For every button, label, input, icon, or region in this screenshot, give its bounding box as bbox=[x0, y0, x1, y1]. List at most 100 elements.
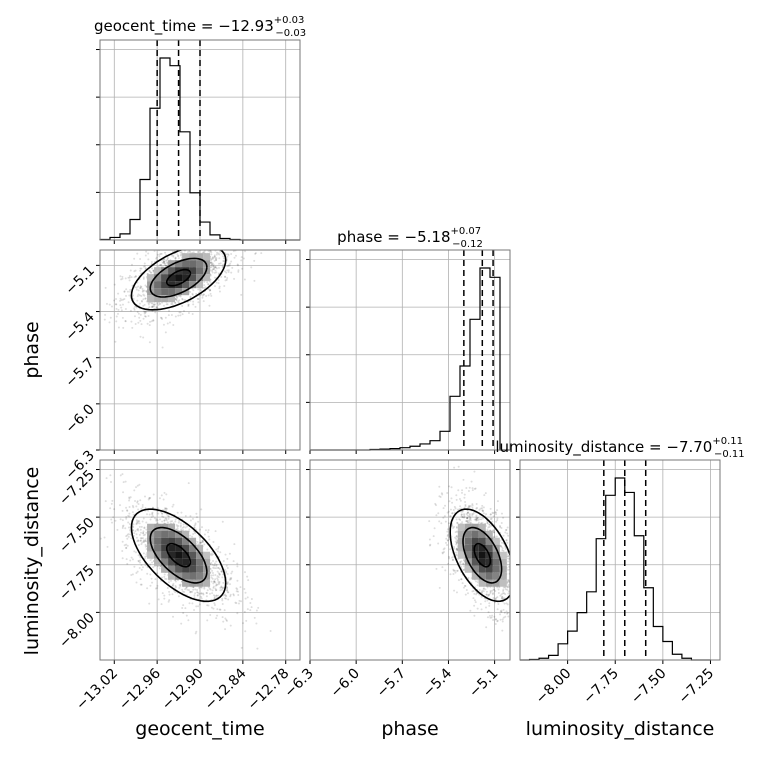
scatter-point bbox=[499, 613, 502, 616]
scatter-point bbox=[492, 531, 495, 534]
scatter-point bbox=[495, 535, 498, 538]
scatter-point bbox=[182, 523, 185, 526]
scatter-point bbox=[182, 247, 184, 249]
scatter-point bbox=[233, 256, 236, 259]
scatter-point bbox=[527, 621, 529, 623]
density-cell bbox=[478, 537, 486, 545]
scatter-point bbox=[150, 306, 153, 309]
scatter-point bbox=[206, 281, 209, 284]
scatter-point bbox=[450, 497, 453, 500]
scatter-point bbox=[226, 587, 229, 590]
scatter-point bbox=[191, 517, 194, 520]
scatter-point bbox=[236, 579, 239, 582]
scatter-point bbox=[187, 303, 190, 306]
density-cell bbox=[478, 530, 486, 538]
scatter-point bbox=[246, 596, 249, 599]
scatter-point bbox=[462, 586, 465, 589]
scatter-point bbox=[177, 314, 180, 317]
scatter-point bbox=[221, 247, 223, 249]
density-cell bbox=[168, 565, 176, 573]
scatter-point bbox=[131, 294, 134, 297]
scatter-point bbox=[161, 576, 164, 579]
scatter-point bbox=[496, 517, 499, 520]
scatter-point bbox=[507, 534, 510, 537]
scatter-point bbox=[211, 257, 214, 260]
scatter-point bbox=[219, 586, 222, 589]
scatter-point bbox=[512, 561, 514, 563]
scatter-point bbox=[203, 230, 205, 232]
scatter-point bbox=[145, 290, 148, 293]
scatter-point bbox=[494, 511, 497, 514]
scatter-point bbox=[216, 566, 219, 569]
scatter-point bbox=[213, 597, 216, 600]
scatter-point bbox=[116, 528, 119, 531]
scatter-point bbox=[221, 576, 224, 579]
scatter-point bbox=[511, 543, 513, 545]
scatter-point bbox=[214, 581, 217, 584]
scatter-point bbox=[459, 562, 462, 565]
scatter-point bbox=[466, 592, 469, 595]
scatter-point bbox=[165, 259, 168, 262]
scatter-point bbox=[507, 615, 510, 618]
scatter-point bbox=[176, 525, 179, 528]
scatter-point bbox=[127, 526, 130, 529]
scatter-point bbox=[255, 609, 258, 612]
scatter-point bbox=[235, 587, 238, 590]
scatter-point bbox=[512, 563, 514, 565]
scatter-point bbox=[180, 511, 183, 514]
scatter-point bbox=[533, 609, 535, 611]
density-cell bbox=[168, 260, 176, 268]
scatter-point bbox=[174, 584, 177, 587]
scatter-point bbox=[505, 602, 508, 605]
scatter-point bbox=[217, 594, 220, 597]
scatter-point bbox=[211, 271, 214, 274]
scatter-point bbox=[221, 602, 224, 605]
scatter-point bbox=[241, 267, 244, 270]
scatter-point bbox=[137, 528, 140, 531]
scatter-point bbox=[257, 606, 260, 609]
scatter-point bbox=[490, 524, 493, 527]
scatter-point bbox=[222, 263, 225, 266]
scatter-point bbox=[175, 528, 178, 531]
scatter-point bbox=[121, 277, 124, 280]
scatter-point bbox=[161, 515, 164, 518]
scatter-point bbox=[147, 258, 150, 261]
scatter-point bbox=[507, 584, 510, 587]
scatter-point bbox=[499, 610, 502, 613]
scatter-point bbox=[459, 560, 462, 563]
scatter-point bbox=[206, 548, 209, 551]
density-cell bbox=[189, 537, 197, 545]
y-tick-label: −7.75 bbox=[56, 562, 98, 604]
scatter-point bbox=[253, 279, 256, 282]
density-cell bbox=[154, 544, 162, 552]
scatter-point bbox=[234, 223, 236, 225]
density-cell bbox=[478, 558, 486, 566]
scatter-point bbox=[458, 498, 461, 501]
scatter-point bbox=[159, 302, 162, 305]
scatter-point bbox=[127, 535, 130, 538]
density-cell bbox=[175, 530, 183, 538]
scatter-point bbox=[218, 243, 220, 245]
density-cell bbox=[168, 523, 176, 531]
scatter-point bbox=[211, 592, 214, 595]
scatter-point bbox=[137, 543, 140, 546]
scatter-point bbox=[139, 285, 142, 288]
scatter-point bbox=[193, 609, 196, 612]
scatter-point bbox=[525, 613, 527, 615]
scatter-point bbox=[215, 271, 218, 274]
scatter-point bbox=[117, 312, 120, 315]
axes-frame bbox=[99, 459, 301, 661]
scatter-point bbox=[142, 532, 145, 535]
scatter-point bbox=[119, 275, 122, 278]
x-tick-label: −7.75 bbox=[580, 666, 622, 708]
scatter-point bbox=[224, 617, 227, 620]
scatter-point bbox=[144, 315, 147, 318]
density-cell bbox=[189, 260, 197, 268]
scatter-point bbox=[225, 597, 228, 600]
scatter-point bbox=[128, 499, 131, 502]
scatter-point bbox=[451, 512, 454, 515]
scatter-point bbox=[507, 555, 510, 558]
density-cell bbox=[175, 288, 183, 296]
scatter-point bbox=[124, 308, 127, 311]
scatter-point bbox=[210, 242, 212, 244]
